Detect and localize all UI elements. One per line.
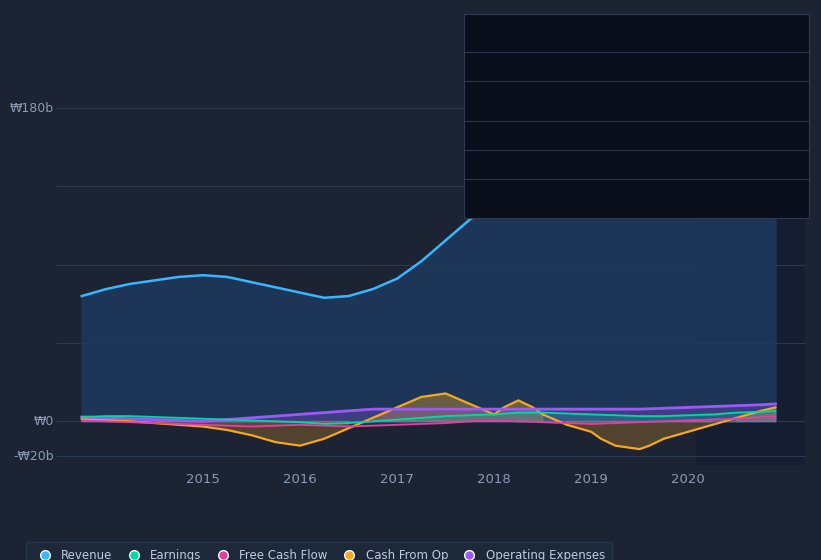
Legend: Revenue, Earnings, Free Cash Flow, Cash From Op, Operating Expenses: Revenue, Earnings, Free Cash Flow, Cash … — [25, 542, 612, 560]
Text: Revenue: Revenue — [474, 56, 522, 66]
Text: ₩12.692b /yr: ₩12.692b /yr — [591, 125, 675, 136]
Bar — [696, 56, 805, 465]
Text: ₩0: ₩0 — [34, 415, 53, 428]
Text: ₩6.020b /yr: ₩6.020b /yr — [591, 85, 667, 95]
Text: Operating Expenses: Operating Expenses — [474, 184, 586, 194]
Text: Sep 30 2020: Sep 30 2020 — [474, 31, 562, 44]
Text: Earnings: Earnings — [474, 85, 522, 95]
Text: Cash From Op: Cash From Op — [474, 155, 552, 165]
Text: 4.2% profit margin: 4.2% profit margin — [591, 100, 709, 110]
Text: ₩180b: ₩180b — [10, 102, 53, 115]
Text: -₩20b: -₩20b — [13, 450, 53, 463]
Text: Free Cash Flow: Free Cash Flow — [474, 125, 557, 136]
Text: ₩13.027b /yr: ₩13.027b /yr — [591, 155, 675, 165]
Text: ₩10.012b /yr: ₩10.012b /yr — [591, 184, 675, 194]
Text: ₩144.202b /yr: ₩144.202b /yr — [591, 56, 683, 66]
